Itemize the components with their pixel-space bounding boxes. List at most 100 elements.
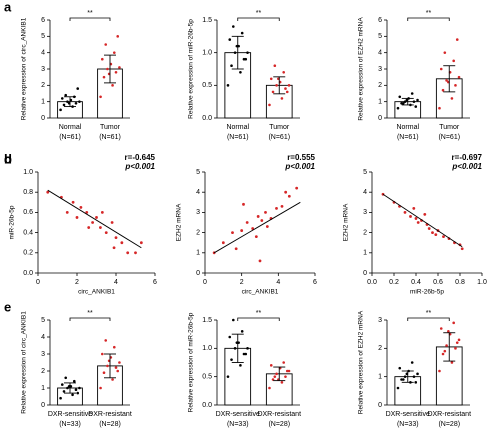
data-point: [242, 57, 246, 61]
x-tick-label: 4: [276, 279, 280, 286]
r-label: r=0.555: [287, 153, 315, 162]
data-point: [239, 70, 242, 74]
data-point: [403, 100, 407, 103]
category-sublabel: (N=28): [99, 421, 121, 428]
x-tick-label: 6: [153, 279, 157, 286]
data-point: [254, 235, 258, 239]
data-point: [438, 369, 441, 373]
y-tick-label: 3: [363, 209, 367, 216]
data-point: [282, 361, 285, 364]
data-point: [454, 347, 457, 350]
y-axis-label: Relative expression of miR-26b-5p: [188, 19, 195, 119]
data-point: [112, 345, 116, 349]
data-point: [126, 251, 130, 255]
data-point: [76, 87, 80, 90]
y-tick-label: 4: [378, 50, 382, 57]
y-axis-label: miR-26b-5p: [9, 205, 16, 239]
data-point: [226, 84, 230, 87]
y-tick-label: 4: [41, 334, 45, 341]
y-tick-label: 5: [196, 169, 200, 176]
data-point: [226, 375, 230, 378]
data-point: [409, 215, 412, 218]
y-tick-label: 1: [378, 99, 382, 106]
data-point: [402, 378, 405, 381]
y-tick-label: 4: [41, 50, 45, 57]
data-point: [414, 217, 418, 220]
data-point: [452, 321, 455, 325]
data-point: [106, 67, 109, 71]
y-tick-label: 0.0: [202, 115, 212, 122]
significance: **: [256, 310, 262, 317]
x-tick-label: 0: [36, 279, 40, 286]
data-point: [268, 386, 271, 390]
y-axis-label: Relative expression of circ_ANKIB1: [21, 17, 28, 120]
data-point: [427, 227, 431, 230]
y-axis-label: Relative expression of EZH2 mRNA: [358, 310, 365, 414]
y-tick-label: 0.0: [202, 402, 212, 409]
data-point: [295, 186, 299, 190]
category-label: Tumor: [439, 124, 460, 131]
data-point: [91, 221, 94, 224]
y-tick-label: 1.0: [202, 345, 212, 352]
data-point: [445, 344, 448, 347]
data-point: [284, 190, 288, 194]
data-point: [285, 369, 289, 373]
data-point: [78, 100, 81, 103]
data-point: [455, 38, 459, 41]
y-tick-label: 1.0: [23, 169, 33, 176]
category-sublabel: (N=61): [438, 134, 460, 141]
data-point: [60, 97, 64, 100]
data-point: [251, 227, 255, 230]
data-point: [245, 221, 249, 224]
data-point: [118, 66, 121, 69]
data-point: [434, 233, 438, 237]
y-tick-label: 5: [378, 33, 382, 40]
data-point: [284, 375, 287, 378]
category-label: DXR-resistant: [88, 411, 132, 418]
data-point: [450, 97, 454, 100]
data-point: [273, 375, 277, 378]
p-label: p<0.001: [284, 162, 315, 171]
y-tick-label: 4: [363, 189, 367, 196]
data-point: [100, 57, 104, 61]
y-tick-label: 1: [363, 250, 367, 257]
data-point: [431, 231, 434, 235]
data-point: [85, 211, 89, 214]
y-tick-label: 1.5: [202, 17, 212, 24]
data-point: [64, 376, 68, 380]
y-axis-label: Relative expression of circ_ANKIB1: [21, 311, 28, 414]
r-label: r=-0.697: [452, 153, 483, 162]
y-tick-label: 5: [41, 33, 45, 40]
data-point: [280, 97, 284, 100]
category-sublabel: (N=28): [438, 421, 460, 428]
x-tick-label: 2: [240, 279, 244, 286]
data-point: [116, 369, 120, 373]
category-label: DXR-sensitive: [386, 411, 430, 418]
data-point: [271, 90, 275, 94]
data-point: [74, 388, 78, 392]
data-point: [240, 330, 244, 333]
panel-letter: a: [4, 0, 12, 14]
panel-letter: e: [4, 299, 11, 314]
category-sublabel: (N=28): [268, 421, 290, 428]
y-tick-label: 3: [378, 317, 382, 324]
data-point: [454, 84, 457, 87]
data-point: [398, 95, 402, 99]
x-tick-label: 6: [313, 279, 317, 286]
data-point: [439, 67, 443, 71]
x-tick-label: 4: [114, 279, 118, 286]
data-point: [438, 106, 441, 110]
significance-bracket: [69, 317, 111, 321]
data-point: [403, 375, 407, 378]
x-axis-label: circ_ANKIB1: [242, 289, 279, 296]
category-sublabel: (N=33): [59, 421, 81, 428]
data-point: [275, 84, 278, 87]
data-point: [100, 352, 104, 356]
category-label: Normal: [396, 124, 419, 131]
y-tick-label: 5: [41, 317, 45, 324]
data-point: [398, 366, 402, 370]
data-point: [396, 106, 400, 110]
x-tick-label: 0.6: [433, 279, 443, 286]
x-tick-label: 0.8: [455, 279, 465, 286]
